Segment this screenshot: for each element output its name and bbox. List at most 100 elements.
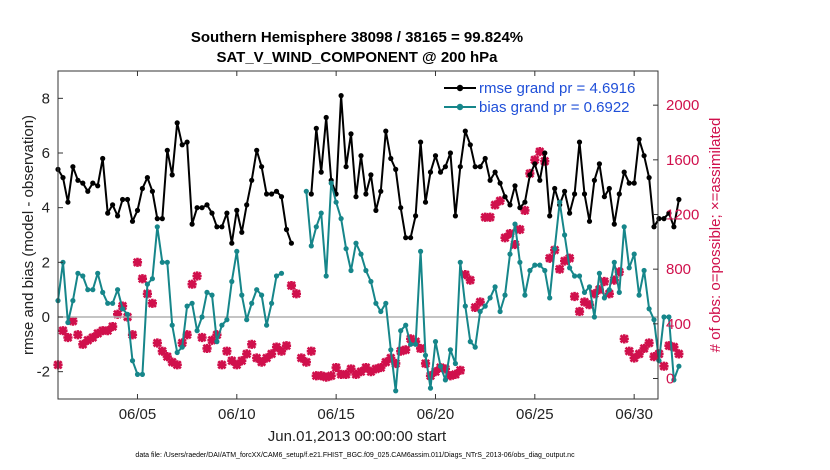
obs-assimilated-marker	[425, 371, 436, 381]
rmse-point	[259, 164, 265, 170]
rmse-point	[596, 161, 603, 167]
bias-point	[408, 341, 414, 347]
obs-assimilated-marker	[217, 360, 227, 370]
bias-point	[358, 251, 364, 257]
bias-point	[581, 289, 588, 295]
obs-assimilated-marker	[659, 361, 669, 371]
rmse-point	[149, 188, 155, 194]
obs-assimilated-marker	[103, 326, 113, 336]
bias-point	[383, 300, 389, 306]
rmse-point	[562, 188, 568, 194]
bias-point	[179, 344, 185, 350]
x-axis-ticks: 06/05 06/10 06/15 06/20 06/25 06/30	[119, 71, 653, 423]
rmse-point	[477, 164, 483, 170]
x-tick-label: 06/20	[417, 406, 455, 423]
obs-assimilated-marker	[639, 343, 649, 354]
rmse-point	[378, 188, 384, 194]
plot-frame	[57, 70, 659, 400]
obs-assimilated-marker	[579, 297, 590, 307]
bias-point	[403, 322, 409, 328]
obs-assimilated-marker	[132, 257, 143, 267]
bias-point	[115, 287, 121, 293]
bias-point	[90, 287, 96, 293]
bias-point	[596, 270, 603, 276]
obs-assimilated-marker	[594, 285, 604, 295]
y2-tick-label: 0	[666, 371, 674, 388]
rmse-point	[120, 196, 126, 203]
bias-point	[497, 308, 503, 315]
obs-assimilated-marker	[361, 362, 371, 373]
rmse-point	[388, 155, 394, 162]
obs-assimilated-marker	[366, 367, 376, 377]
bias-point	[85, 287, 91, 293]
rmse-point	[567, 210, 573, 216]
obs-assimilated-marker	[376, 362, 386, 373]
rmse-point	[492, 169, 498, 175]
bias-point	[194, 328, 200, 334]
x-tick-label: 06/05	[119, 406, 157, 423]
obs-assimilated-marker	[68, 316, 78, 326]
rmse-point	[60, 175, 66, 181]
bias-point	[656, 358, 662, 364]
bias-point	[120, 306, 126, 312]
rmse-point	[601, 194, 608, 200]
obs-count-markers	[53, 147, 684, 382]
rmse-point	[452, 213, 458, 219]
bias-point	[398, 328, 404, 334]
obs-assimilated-marker	[326, 371, 336, 381]
rmse-point	[134, 207, 141, 213]
rmse-point	[576, 139, 583, 145]
rmse-point	[368, 172, 374, 178]
bias-point	[432, 339, 439, 345]
obs-assimilated-marker	[510, 239, 520, 250]
rmse-point	[432, 153, 439, 159]
legend-bias-label: bias grand pr = 0.6922	[479, 99, 630, 116]
bias-point	[631, 251, 637, 257]
bias-point	[502, 292, 508, 298]
bias-point	[154, 224, 160, 230]
rmse-point	[373, 207, 379, 213]
bias-point	[378, 308, 384, 315]
obs-assimilated-marker	[162, 352, 172, 362]
rmse-point	[408, 235, 414, 241]
bias-point	[95, 270, 101, 276]
obs-assimilated-marker	[202, 343, 212, 354]
rmse-point	[239, 229, 245, 235]
bias-point	[134, 371, 141, 377]
rmse-point	[621, 169, 627, 175]
bias-point	[70, 298, 76, 304]
bias-point	[422, 352, 429, 358]
bias-point	[572, 273, 578, 279]
bias-point	[492, 284, 498, 290]
rmse-point	[502, 194, 508, 200]
rmse-point	[65, 199, 71, 205]
obs-assimilated-marker	[634, 349, 644, 359]
bias-point	[467, 339, 473, 345]
obs-assimilated-marker	[157, 346, 167, 356]
bias-point	[482, 303, 488, 309]
bias-point	[254, 287, 260, 293]
y-tick-label: 0	[42, 309, 50, 326]
bias-point	[110, 300, 116, 306]
rmse-point	[115, 213, 121, 219]
obs-assimilated-marker	[609, 275, 619, 285]
obs-assimilated-marker	[440, 364, 451, 374]
bias-point	[224, 317, 230, 323]
obs-assimilated-marker	[460, 270, 470, 280]
bias-point	[373, 300, 379, 306]
rmse-point	[363, 191, 369, 197]
obs-assimilated-marker	[381, 357, 391, 367]
bias-point	[343, 246, 349, 252]
obs-assimilated-marker	[321, 372, 331, 382]
obs-assimilated-marker	[664, 341, 674, 351]
rmse-point	[90, 180, 96, 186]
bias-point	[169, 322, 175, 328]
bias-point	[517, 259, 523, 265]
obs-assimilated-marker	[371, 364, 381, 374]
obs-assimilated-marker	[63, 332, 73, 343]
rmse-point	[636, 136, 642, 142]
rmse-point	[507, 202, 513, 208]
obs-assimilated-marker	[530, 155, 540, 165]
obs-assimilated-marker	[455, 365, 465, 375]
bias-point	[611, 259, 617, 265]
